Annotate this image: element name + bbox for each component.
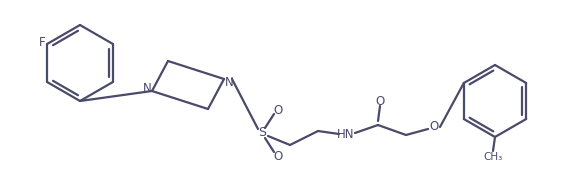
Text: N: N xyxy=(143,82,151,95)
Text: N: N xyxy=(224,75,233,88)
Text: HN: HN xyxy=(337,129,355,142)
Text: O: O xyxy=(376,95,385,108)
Text: S: S xyxy=(258,126,266,139)
Text: O: O xyxy=(429,121,439,134)
Text: O: O xyxy=(274,150,283,163)
Text: CH₃: CH₃ xyxy=(483,152,503,162)
Text: F: F xyxy=(39,36,46,49)
Text: O: O xyxy=(274,104,283,117)
